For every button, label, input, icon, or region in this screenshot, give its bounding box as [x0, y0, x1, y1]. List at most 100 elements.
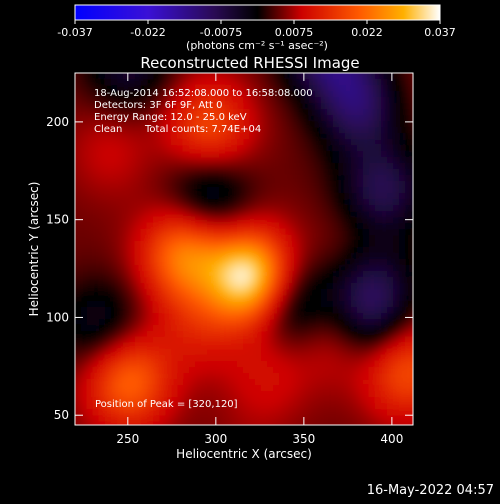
heatmap-cell — [237, 187, 244, 194]
heatmap-cell — [147, 319, 154, 326]
heatmap-cell — [345, 385, 352, 392]
heatmap-cell — [123, 385, 130, 392]
heatmap-cell — [399, 349, 406, 356]
heatmap-cell — [417, 229, 424, 236]
heatmap-cell — [351, 211, 358, 218]
heatmap-cell — [309, 391, 316, 398]
heatmap-cell — [375, 373, 382, 380]
heatmap-cell — [153, 289, 160, 296]
heatmap-cell — [261, 259, 268, 266]
heatmap-cell — [111, 85, 118, 92]
heatmap-cell — [267, 115, 274, 122]
heatmap-cell — [207, 265, 214, 272]
heatmap-cell — [171, 307, 178, 314]
heatmap-cell — [123, 295, 130, 302]
heatmap-cell — [321, 325, 328, 332]
heatmap-cell — [219, 409, 226, 416]
heatmap-cell — [165, 133, 172, 140]
heatmap-cell — [231, 379, 238, 386]
heatmap-cell — [387, 139, 394, 146]
heatmap-cell — [129, 265, 136, 272]
heatmap-cell — [165, 283, 172, 290]
heatmap-cell — [123, 211, 130, 218]
heatmap-cell — [357, 199, 364, 206]
heatmap-cell — [363, 109, 370, 116]
heatmap-cell — [135, 259, 142, 266]
heatmap-cell — [369, 337, 376, 344]
heatmap-cell — [75, 373, 82, 380]
heatmap-cell — [261, 169, 268, 176]
heatmap-cell — [351, 325, 358, 332]
heatmap-cell — [189, 325, 196, 332]
heatmap-cell — [123, 85, 130, 92]
heatmap-cell — [363, 235, 370, 242]
heatmap-cell — [393, 175, 400, 182]
heatmap-cell — [321, 307, 328, 314]
heatmap-cell — [99, 289, 106, 296]
heatmap-cell — [339, 223, 346, 230]
heatmap-cell — [261, 307, 268, 314]
heatmap-cell — [135, 193, 142, 200]
heatmap-cell — [177, 265, 184, 272]
heatmap-cell — [363, 103, 370, 110]
heatmap-cell — [267, 169, 274, 176]
heatmap-cell — [249, 361, 256, 368]
heatmap-cell — [87, 361, 94, 368]
heatmap-cell — [237, 319, 244, 326]
heatmap-cell — [297, 295, 304, 302]
heatmap-cell — [99, 199, 106, 206]
heatmap-cell — [249, 241, 256, 248]
heatmap-cell — [267, 229, 274, 236]
heatmap-cell — [207, 247, 214, 254]
heatmap-cell — [111, 97, 118, 104]
heatmap-cell — [411, 355, 413, 362]
heatmap-cell — [153, 319, 160, 326]
heatmap-cell — [279, 199, 286, 206]
heatmap-cell — [357, 367, 364, 374]
heatmap-cell — [207, 271, 214, 278]
heatmap-cell — [183, 385, 190, 392]
heatmap-cell — [141, 121, 148, 128]
heatmap-cell — [183, 379, 190, 386]
heatmap-cell — [99, 325, 106, 332]
heatmap-cell — [303, 145, 310, 152]
heatmap-cell — [351, 169, 358, 176]
heatmap-cell — [327, 403, 334, 410]
heatmap-cell — [135, 361, 142, 368]
heatmap-cell — [117, 85, 124, 92]
heatmap-cell — [399, 109, 406, 116]
heatmap-cell — [267, 205, 274, 212]
heatmap-cell — [411, 175, 413, 182]
heatmap-cell — [405, 415, 412, 422]
colorbar-tick-label: 0.0075 — [275, 26, 314, 39]
heatmap-cell — [81, 409, 88, 416]
heatmap-cell — [333, 79, 340, 86]
heatmap-cell — [165, 415, 172, 422]
heatmap-cell — [153, 403, 160, 410]
heatmap-cell — [411, 277, 413, 284]
heatmap-cell — [183, 199, 190, 206]
heatmap-cell — [351, 91, 358, 98]
heatmap-cell — [237, 307, 244, 314]
heatmap-cell — [141, 427, 148, 434]
heatmap-cell — [309, 415, 316, 422]
heatmap-cell — [333, 301, 340, 308]
heatmap-cell — [213, 397, 220, 404]
heatmap-cell — [291, 103, 298, 110]
heatmap-cell — [387, 199, 394, 206]
heatmap-cell — [75, 265, 82, 272]
heatmap-cell — [201, 157, 208, 164]
heatmap-cell — [351, 109, 358, 116]
heatmap-cell — [303, 127, 310, 134]
heatmap-cell — [249, 79, 256, 86]
heatmap-cell — [153, 337, 160, 344]
heatmap-cell — [225, 145, 232, 152]
heatmap-cell — [267, 325, 274, 332]
heatmap-cell — [309, 319, 316, 326]
heatmap-cell — [333, 73, 340, 80]
heatmap-cell — [327, 391, 334, 398]
heatmap-cell — [183, 307, 190, 314]
heatmap-cell — [375, 391, 382, 398]
heatmap-cell — [189, 415, 196, 422]
heatmap-cell — [297, 391, 304, 398]
